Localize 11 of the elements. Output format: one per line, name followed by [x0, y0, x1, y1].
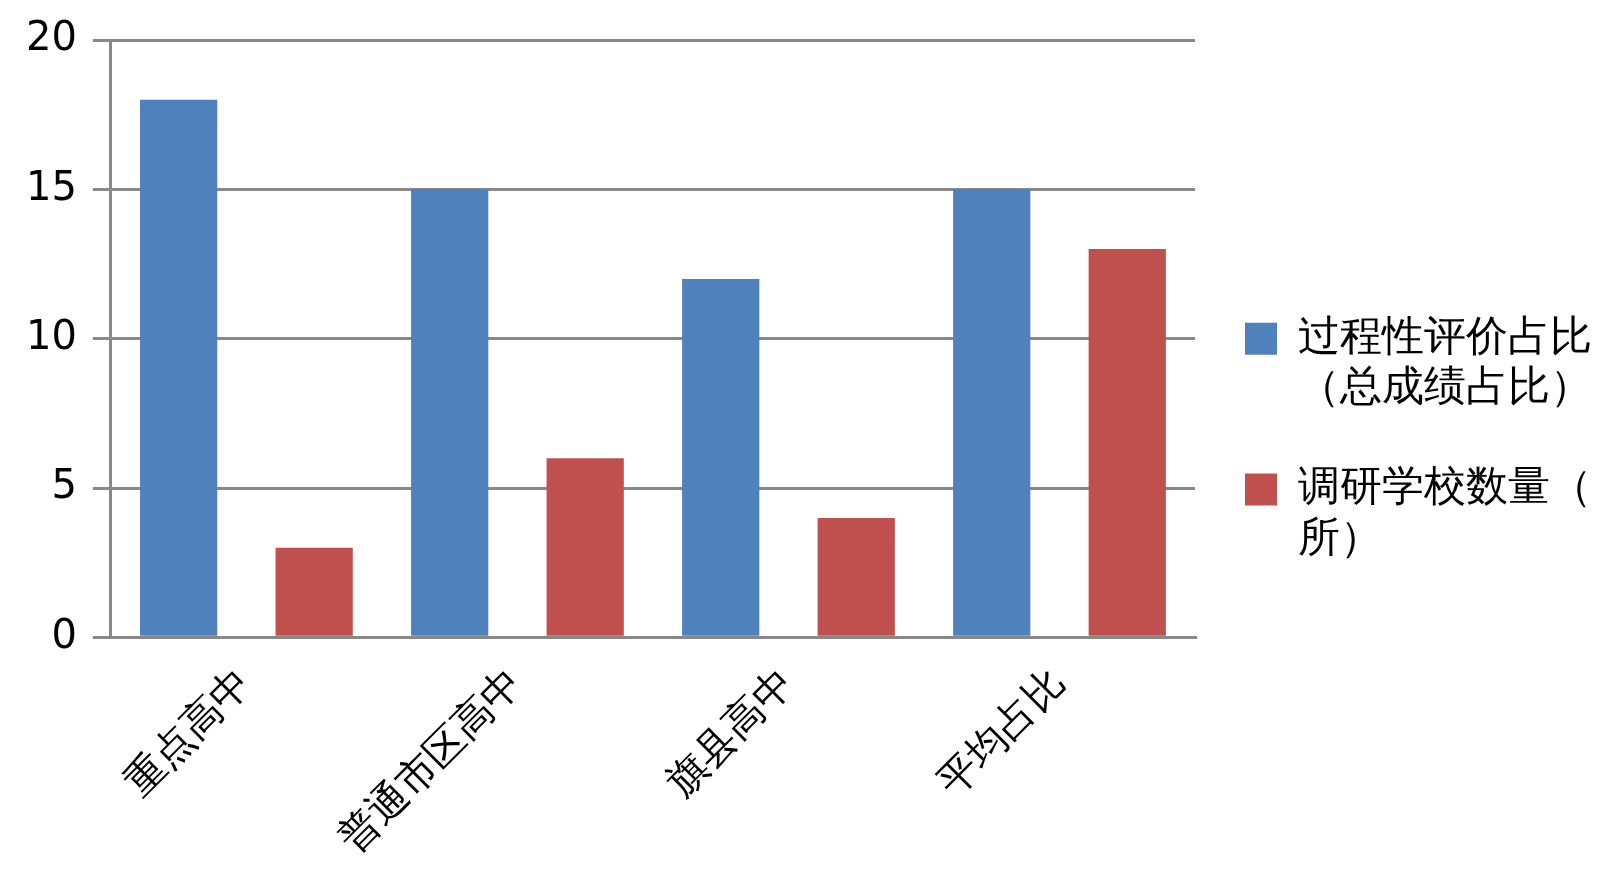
x-tick-label: 普通市区高中 — [328, 658, 532, 861]
legend-label: 过程性评价占比（总成绩占比） — [1298, 310, 1592, 411]
y-tick-label: 15 — [25, 162, 77, 209]
y-tick-label: 5 — [51, 461, 77, 508]
legend-label: 调研学校数量（所） — [1298, 461, 1592, 561]
x-tick-label: 平均占比 — [927, 658, 1074, 805]
y-tick-label: 20 — [25, 13, 77, 60]
y-tick-label: 10 — [25, 312, 77, 359]
y-tick-label: 0 — [51, 610, 77, 657]
x-tick-label: 旗县高中 — [656, 658, 803, 805]
x-tick-label: 重点高中 — [114, 658, 261, 805]
